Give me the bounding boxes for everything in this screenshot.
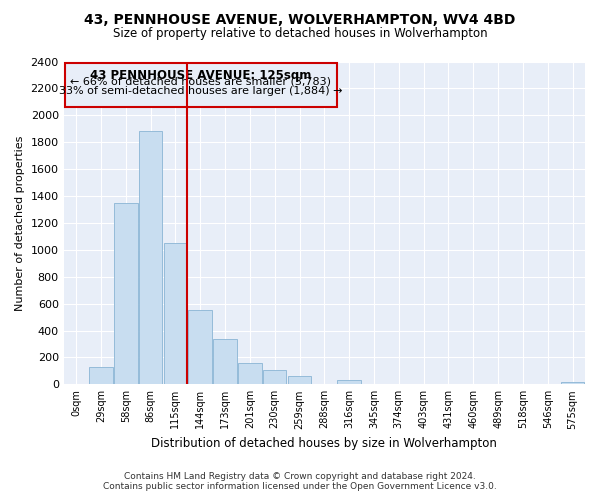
Bar [89, 368, 113, 384]
Bar [114, 202, 137, 384]
Text: 33% of semi-detached houses are larger (1,884) →: 33% of semi-detached houses are larger (… [59, 86, 343, 97]
Bar [238, 363, 262, 384]
Bar [213, 339, 237, 384]
Bar [188, 310, 212, 384]
Bar [139, 132, 163, 384]
Bar [164, 243, 187, 384]
Bar [337, 380, 361, 384]
Bar [263, 370, 286, 384]
Y-axis label: Number of detached properties: Number of detached properties [15, 135, 25, 310]
X-axis label: Distribution of detached houses by size in Wolverhampton: Distribution of detached houses by size … [151, 437, 497, 450]
Text: 43, PENNHOUSE AVENUE, WOLVERHAMPTON, WV4 4BD: 43, PENNHOUSE AVENUE, WOLVERHAMPTON, WV4… [85, 12, 515, 26]
Text: Contains HM Land Registry data © Crown copyright and database right 2024.
Contai: Contains HM Land Registry data © Crown c… [103, 472, 497, 491]
Text: Size of property relative to detached houses in Wolverhampton: Size of property relative to detached ho… [113, 28, 487, 40]
Bar [65, 63, 337, 107]
Text: ← 66% of detached houses are smaller (3,783): ← 66% of detached houses are smaller (3,… [70, 77, 331, 87]
Bar [561, 382, 584, 384]
Text: 43 PENNHOUSE AVENUE: 125sqm: 43 PENNHOUSE AVENUE: 125sqm [90, 69, 311, 82]
Bar [288, 376, 311, 384]
